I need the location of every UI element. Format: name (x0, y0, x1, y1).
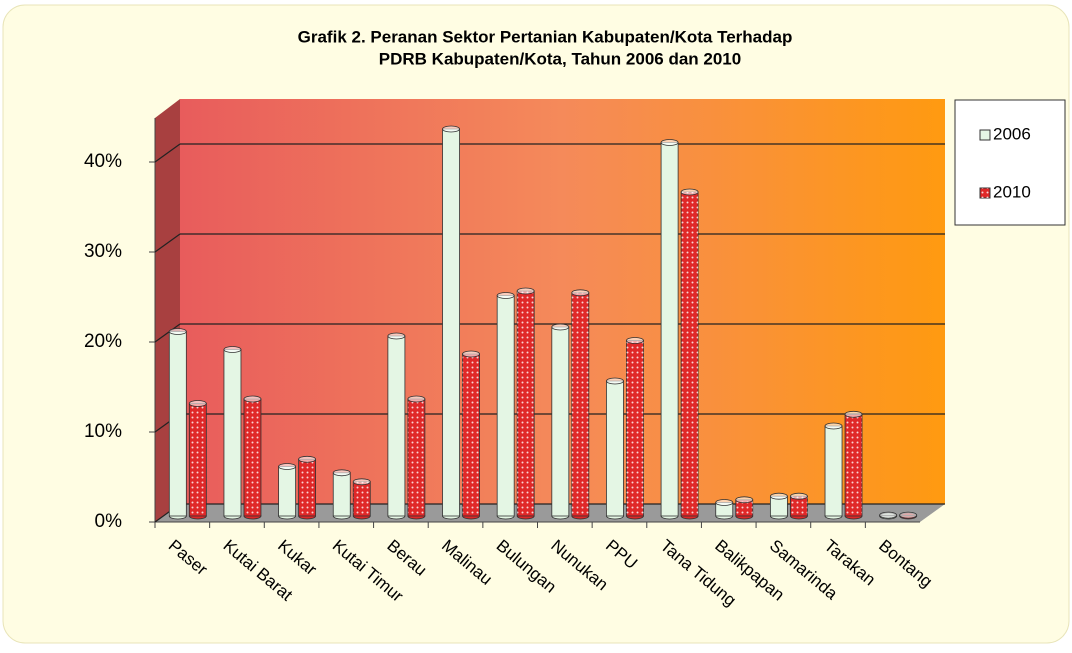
bar-top (789, 492, 808, 500)
legend-swatch-pattern (980, 188, 990, 198)
bar-group (442, 125, 460, 520)
bar-top (332, 469, 351, 477)
y-tick-label: 40% (84, 151, 122, 172)
bar-top (571, 289, 590, 297)
bar-top (298, 455, 317, 463)
bar-group (332, 469, 351, 520)
bar-top (824, 422, 843, 430)
bar (332, 472, 351, 517)
bar-top (551, 323, 570, 331)
grid-line (154, 233, 181, 253)
legend-label: 2006 (993, 124, 1031, 143)
bar-group (188, 400, 207, 520)
bar-pattern (681, 192, 699, 516)
bar-top (188, 400, 207, 407)
bar-group (879, 511, 898, 520)
grid-line (154, 323, 181, 343)
bar-group (899, 511, 918, 520)
bar (387, 335, 406, 517)
bar (442, 128, 460, 517)
bar (223, 349, 242, 517)
bar-top (223, 346, 242, 353)
bar (824, 425, 843, 517)
grid-line (154, 143, 181, 163)
bar-group (223, 346, 242, 520)
bar-pattern (243, 399, 261, 516)
bar-group (551, 323, 570, 520)
bar-pattern (462, 354, 480, 516)
bar-group (626, 337, 644, 520)
bar-top (462, 350, 480, 358)
bar (606, 380, 624, 517)
bar-group (735, 496, 754, 520)
bar-top (769, 492, 788, 500)
bar-top (715, 499, 734, 506)
bar-group (824, 422, 843, 520)
bar-top (243, 395, 262, 403)
bar (660, 142, 679, 517)
bar-group (387, 332, 406, 520)
bar-group (789, 492, 808, 520)
bar-group (844, 410, 863, 520)
bar-top (278, 463, 297, 470)
legend-label: 2010 (993, 182, 1031, 201)
bar-pattern (189, 403, 207, 516)
bar-pattern (571, 292, 589, 516)
bar-pattern (298, 459, 316, 516)
bar-group (352, 478, 371, 520)
bar-top (844, 410, 863, 418)
bar-pattern (845, 414, 863, 516)
bar-top (442, 125, 460, 133)
bar-top (626, 337, 644, 344)
bar-pattern (790, 496, 808, 516)
bar-pattern (626, 340, 644, 516)
bar (168, 331, 187, 517)
bar (278, 466, 297, 517)
bar (496, 295, 515, 517)
bar-top (516, 287, 535, 295)
bar-top (387, 332, 406, 340)
y-tick-label: 0% (95, 511, 123, 532)
bar-group (168, 328, 187, 520)
y-tick-label: 30% (84, 241, 122, 262)
bar-top (899, 511, 918, 519)
bar-group (462, 350, 480, 520)
bar-group (278, 463, 297, 520)
legend-swatch (979, 129, 991, 141)
bar-group (660, 139, 679, 520)
bar-group (496, 292, 515, 520)
bar-top (606, 377, 624, 385)
chart-title: PDRB Kabupaten/Kota, Tahun 2006 dan 2010 (379, 49, 741, 68)
bar-group (680, 188, 699, 520)
bar-group (606, 377, 624, 520)
bar-top (680, 188, 699, 196)
bar-pattern (517, 291, 535, 516)
bar-group (715, 499, 734, 520)
legend (954, 99, 1066, 226)
y-tick-label: 20% (84, 331, 122, 352)
bar-top (660, 139, 679, 146)
chart-title: Grafik 2. Peranan Sektor Pertanian Kabup… (298, 27, 793, 46)
bar-pattern (407, 399, 425, 516)
bar-top (352, 478, 371, 486)
y-tick-label: 10% (84, 421, 122, 442)
bar-group (516, 287, 535, 520)
bar-group (407, 395, 426, 520)
bar-group (243, 395, 262, 520)
bar-group (571, 289, 590, 520)
bar-top (879, 511, 898, 519)
bar-top (407, 395, 426, 403)
bar-group (298, 455, 317, 520)
bar-top (496, 292, 515, 299)
bar-group (769, 492, 788, 520)
bar-top (168, 328, 187, 335)
bar-pattern (353, 481, 371, 516)
bar (551, 326, 570, 517)
bar-top (735, 496, 754, 504)
bar-pattern (735, 499, 753, 516)
